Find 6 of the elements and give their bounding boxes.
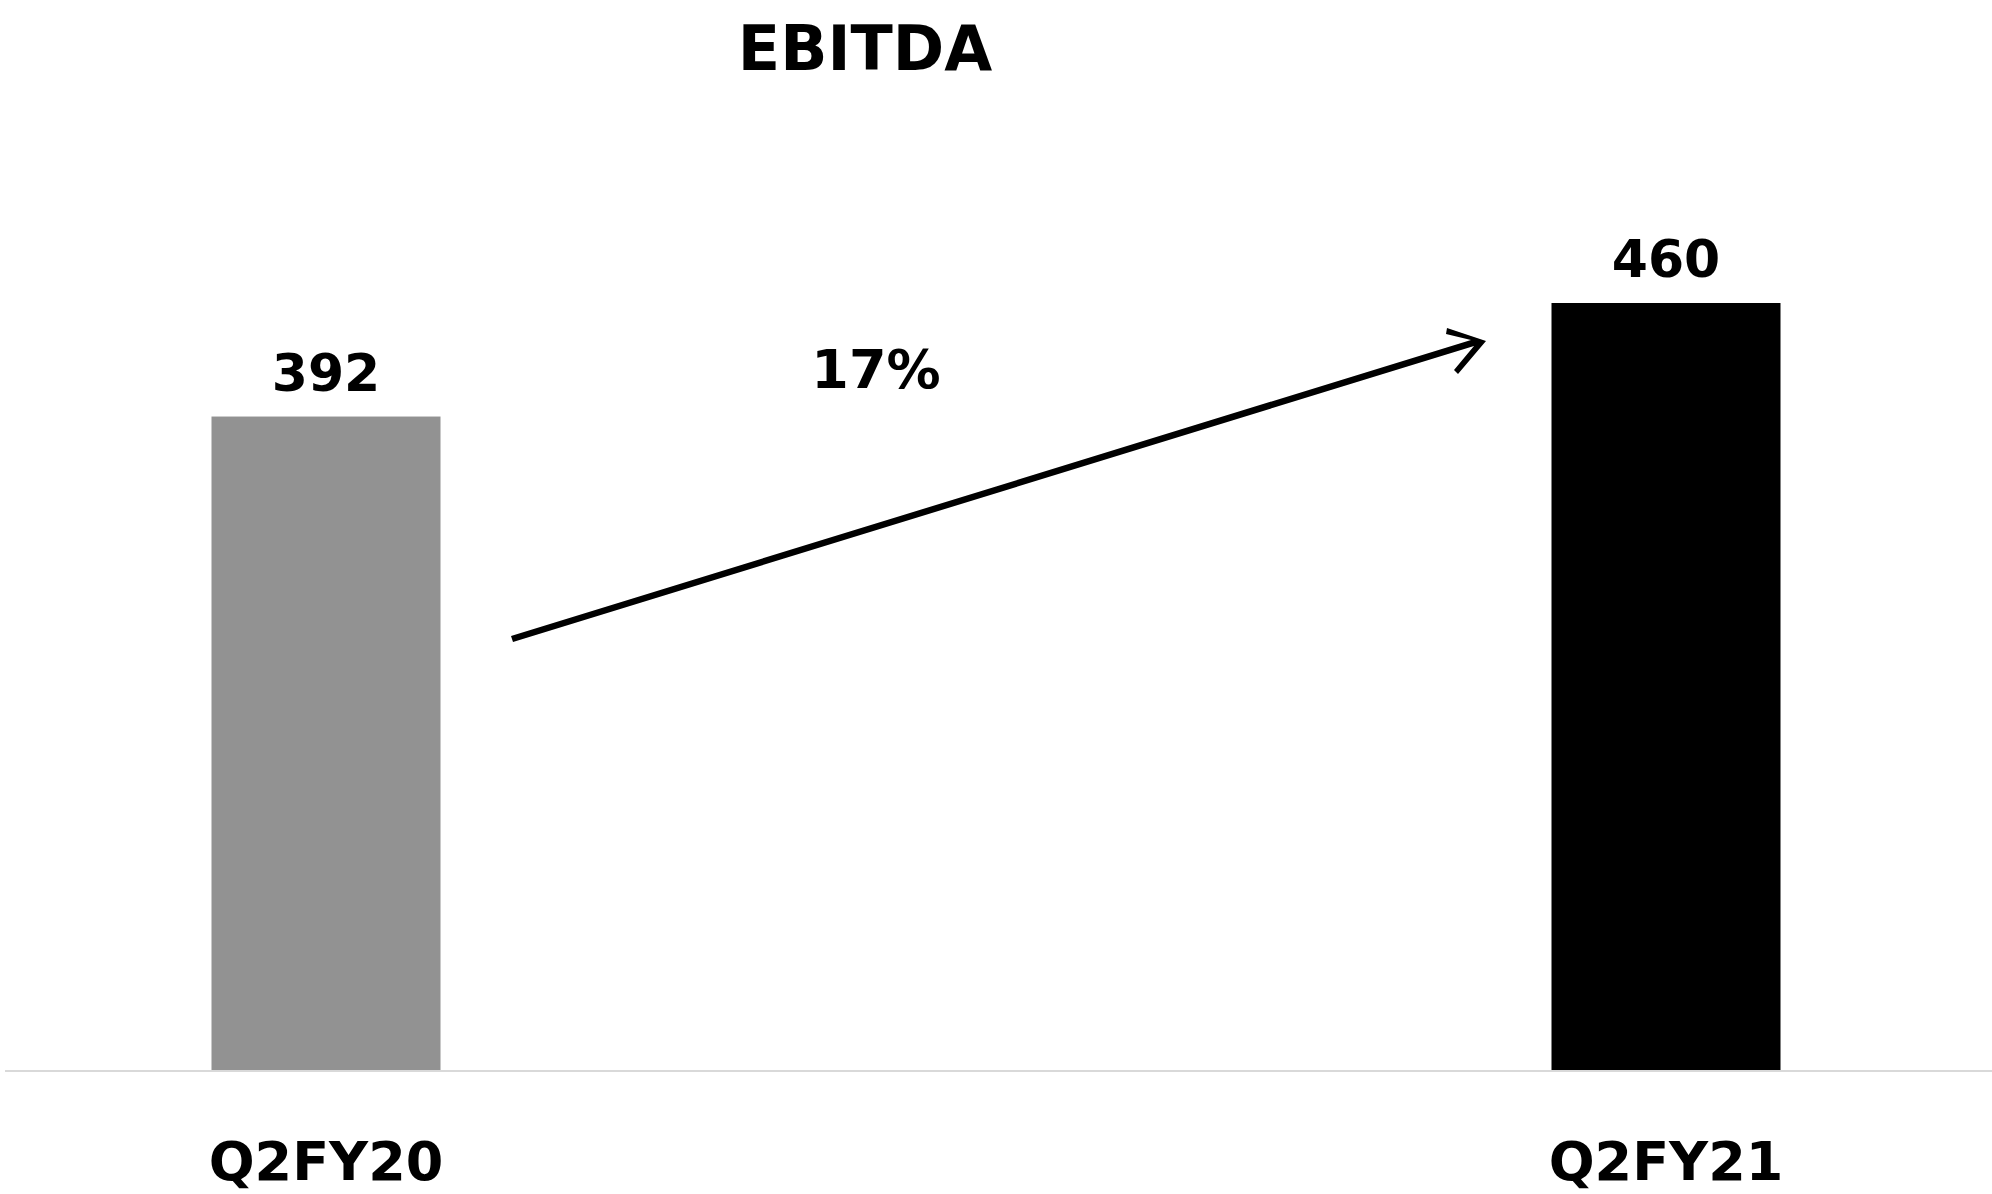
data-label: 460 bbox=[1611, 229, 1721, 289]
x-tick-label: Q2FY21 bbox=[1548, 1130, 1784, 1193]
data-label: 392 bbox=[271, 342, 381, 403]
annotation: 17% bbox=[811, 338, 941, 401]
x-tick-label: Q2FY20 bbox=[208, 1130, 444, 1193]
chart-title: EBITDA bbox=[737, 12, 993, 85]
